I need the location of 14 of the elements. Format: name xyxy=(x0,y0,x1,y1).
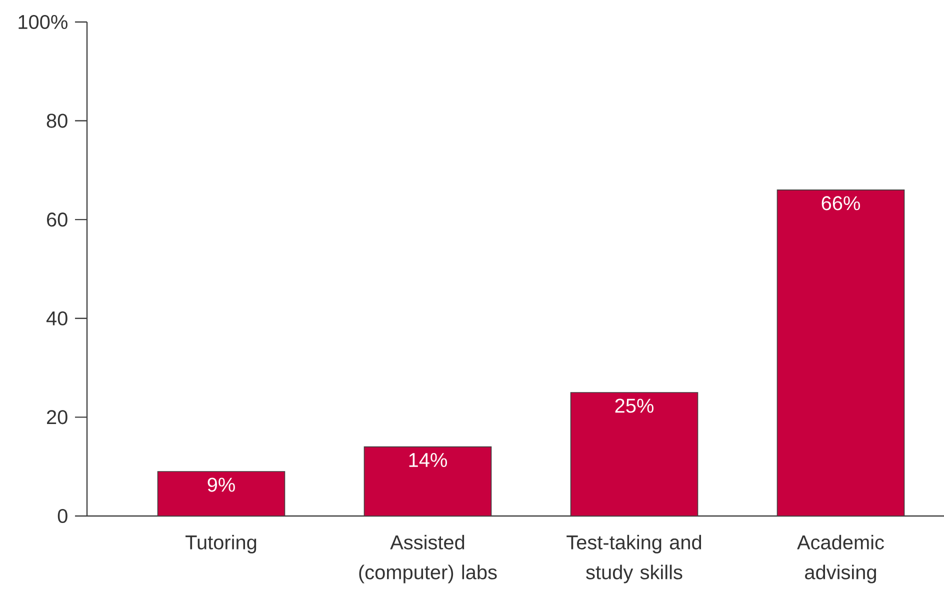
y-tick-label: 40 xyxy=(46,311,68,326)
y-tick-label: 80 xyxy=(46,114,68,128)
x-tick-label: Tutoring xyxy=(186,534,256,554)
y-tick-label: 60 xyxy=(47,212,68,227)
data-label: 25% xyxy=(615,398,654,413)
data-label: 14% xyxy=(409,453,447,467)
data-label: 9% xyxy=(208,478,235,492)
x-tick-label: Test-taking and study skills xyxy=(566,534,702,584)
x-tick-label: Assisted (computer) labs xyxy=(359,534,497,584)
data-label: 66% xyxy=(822,196,860,210)
y-tick-label: 0 xyxy=(58,508,68,524)
y-tick-label: 100% xyxy=(18,14,68,30)
y-tick-label: 20 xyxy=(47,410,68,424)
x-tick-label: Academic advising xyxy=(797,534,884,584)
